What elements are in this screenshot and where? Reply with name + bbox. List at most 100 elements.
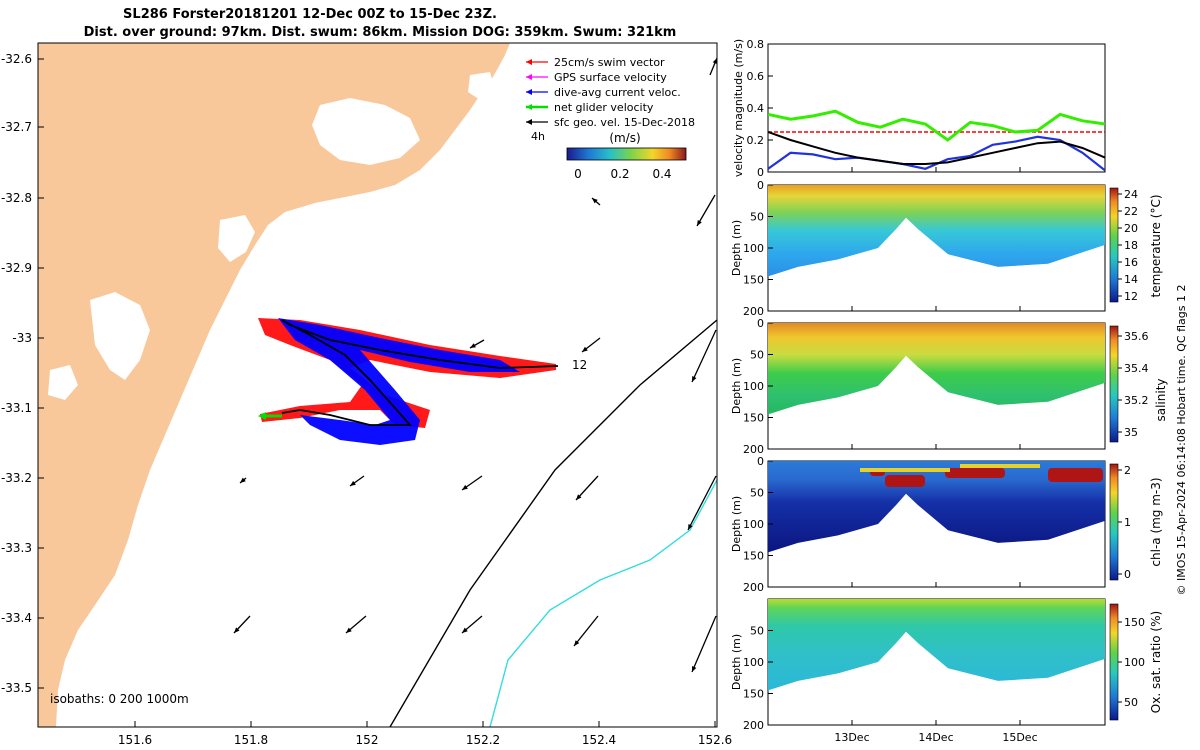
velocity-y-tick-label: 0: [757, 166, 764, 179]
colorbar-tick-label: 18: [1124, 239, 1138, 252]
colorbar-units: (m/s): [609, 131, 640, 145]
temperature-panel: 0 50 100 150 200 Depth (m) 24 22 20 18 16 14 12 te…: [730, 179, 1163, 318]
inland-lakes: [48, 72, 495, 400]
velocity-y-tick-label: 0.2: [747, 134, 765, 147]
velocity-y-tick-label: 0.6: [747, 70, 765, 83]
legend-arrowhead: [526, 119, 532, 125]
geo-velocity-arrowhead: [470, 343, 476, 348]
depth-tick-label: 150: [743, 550, 764, 563]
velocity-y-tick-label: 0.8: [747, 38, 765, 51]
colorbar-tick-label: 150: [1124, 616, 1145, 629]
depth-tick-label: 50: [750, 349, 764, 362]
map-x-tick-label: 152.6: [698, 733, 732, 747]
net-glider-arrowhead: [258, 412, 266, 420]
colorbar-tick-label: 100: [1124, 656, 1145, 669]
colorbar-tick-label: 35.4: [1124, 362, 1149, 375]
colorbar-tick-label: 50: [1124, 696, 1138, 709]
glider-track-line: [281, 319, 559, 426]
speed-colorbar: [566, 147, 687, 161]
temperature-section: [768, 185, 1105, 277]
geo-velocity-arrow: [573, 615, 599, 647]
colorbar-tick-label: 35.2: [1124, 394, 1149, 407]
salinity-colorbar-ticks: 35.6 35.4 35.2 35: [1118, 330, 1149, 439]
chla-bloom-patch: [1048, 468, 1103, 482]
temperature-y-ticks: 0 50 100 150 200: [743, 179, 773, 318]
land-mass: [38, 43, 510, 727]
colorbar-tick-label: 35.6: [1124, 330, 1149, 343]
map-x-tick-label: 152.2: [466, 733, 500, 747]
legend-entry-label: 25cm/s swim vector: [554, 56, 665, 69]
velocity-series-line: [768, 131, 1105, 165]
map-y-tick-label: -33.5: [1, 681, 32, 695]
velocity-panel: 0 0.2 0.4 0.6 0.8 velocity magnitude (m/s): [732, 38, 1106, 179]
legend-entry-label: GPS surface velocity: [554, 71, 667, 84]
salinity-y-ticks: 0 50 100 150 200: [743, 317, 773, 456]
map-legend: 25cm/s swim vector GPS surface velocity di…: [526, 56, 695, 129]
colorbar-tick-label: 1: [1124, 516, 1131, 529]
velocity-y-tick-label: 0.4: [747, 102, 765, 115]
oxygen-colorbar-ticks: 150 100 50: [1118, 616, 1145, 709]
geo-velocity-arrowhead: [576, 494, 582, 500]
geo-velocity-arrowhead: [692, 666, 697, 672]
chla-y-ticks: 0 50 100 150 200: [743, 455, 773, 594]
geo-velocity-arrowhead: [688, 524, 693, 530]
geo-velocity-arrowhead: [712, 58, 717, 64]
map-panel: 151.6 151.8 152 152.2 152.4 152.6 -32.6-32.7-…: [1, 42, 732, 747]
chla-depth-label: Depth (m): [730, 496, 743, 552]
depth-tick-label: 0: [757, 179, 764, 192]
chla-colorbar: [1109, 463, 1119, 581]
depth-tick-label: 100: [743, 518, 764, 531]
legend-entry-label: dive-avg current veloc.: [554, 86, 681, 99]
chla-bloom-patch: [885, 475, 925, 487]
chla-panel: 0 50 100 150 200 Depth (m) 2 1 0 chl-a (mg m-3…: [730, 455, 1163, 594]
depth-tick-label: 50: [750, 211, 764, 224]
isobaths-note: isobaths: 0 200 1000m: [50, 692, 189, 706]
legend-4h-label: 4h: [531, 130, 545, 143]
map-y-tick-label: -33.4: [1, 611, 32, 625]
map-y-tick-label: -32.8: [1, 191, 32, 205]
velocity-series-line: [768, 109, 1105, 142]
map-x-tick-label: 151.8: [234, 733, 268, 747]
oxygen-colorbar: [1109, 603, 1119, 721]
depth-tick-label: 150: [743, 688, 764, 701]
oxygen-depth-label: Depth (m): [730, 634, 743, 690]
map-y-tick-label: -32.7: [1, 120, 32, 134]
time-axis-ticks: 13Dec 14Dec 15Dec: [834, 167, 1038, 744]
geo-velocity-arrow: [687, 475, 717, 531]
map-y-tick-label: -33.1: [1, 401, 32, 415]
depth-tick-label: 100: [743, 242, 764, 255]
colorbar-tick-label: 0: [1124, 568, 1131, 581]
track-end-label: 12: [572, 358, 587, 372]
salinity-depth-label: Depth (m): [730, 358, 743, 414]
geo-velocity-arrowhead: [582, 346, 588, 352]
legend-entry-label: net glider velocity: [554, 101, 654, 114]
chla-bloom-patches: [860, 464, 1103, 487]
geo-velocity-arrow: [691, 329, 717, 383]
colorbar-tick-label: 22: [1124, 205, 1138, 218]
geo-velocity-arrowhead: [697, 220, 702, 226]
map-x-tick-label: 152.4: [582, 733, 616, 747]
colorbar-tick-label: 24: [1124, 188, 1138, 201]
oxygen-colorbar-label: Ox. sat. ratio (%): [1149, 611, 1163, 713]
depth-tick-label: 100: [743, 656, 764, 669]
map-y-tick-label: -33: [12, 331, 32, 345]
salinity-section: [768, 323, 1105, 415]
oxygen-panel: 50 100 150 200 Depth (m) 150 100 50 Ox. sat. …: [730, 598, 1163, 732]
velocity-y-ticks: 0 0.2 0.4 0.6 0.8: [747, 38, 773, 179]
time-tick-label: 13Dec: [834, 731, 869, 744]
chla-surface-band: [860, 468, 950, 472]
geo-velocity-arrow: [696, 194, 716, 227]
credit-footer: © IMOS 15-Apr-2024 06:14:08 Hobart time.…: [1175, 285, 1188, 596]
colorbar-tick-label: 0: [574, 167, 582, 181]
oxygen-y-ticks: 50 100 150 200: [743, 625, 773, 732]
chla-bloom-patch: [945, 468, 1005, 478]
temperature-colorbar-label: temperature (°C): [1149, 195, 1163, 298]
geo-velocity-arrowhead: [462, 484, 468, 490]
map-x-tick-label: 151.6: [118, 733, 152, 747]
geo-velocity-arrowhead: [350, 480, 356, 486]
map-y-ticks: -32.6 -32.7 -32.8 -32.9 -33 -33.1 -33.2 -33.3 -3…: [1, 52, 44, 695]
chla-colorbar-ticks: 2 1 0: [1118, 464, 1131, 581]
depth-tick-label: 50: [750, 487, 764, 500]
